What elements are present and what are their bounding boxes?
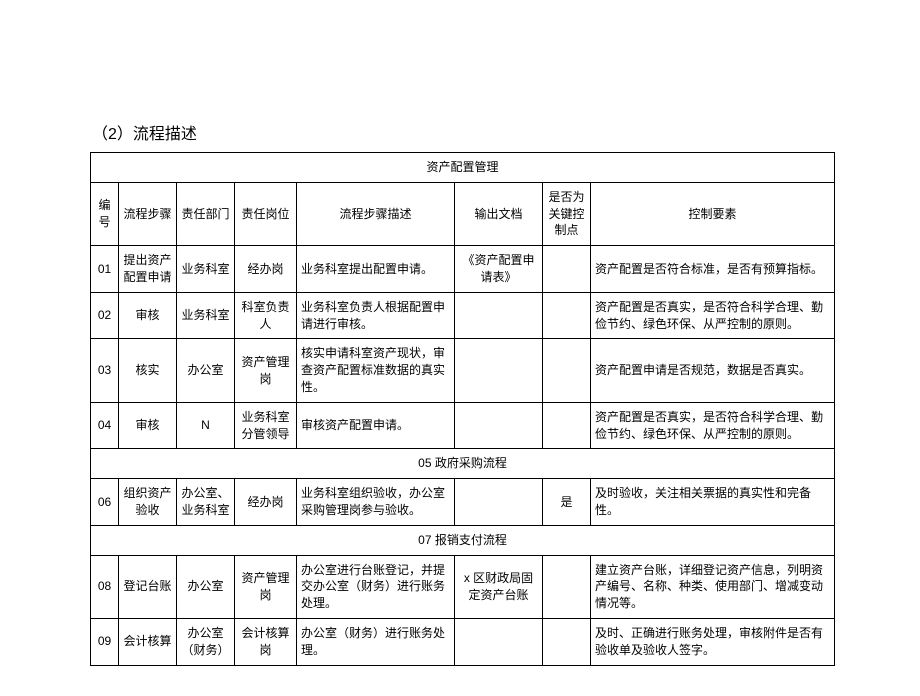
cell-step: 组织资产验收 [119,479,177,526]
cell-key [543,246,591,293]
cell-desc: 业务科室组织验收，办公室采购管理岗参与验收。 [297,479,455,526]
cell-key [543,292,591,339]
cell-output [455,479,543,526]
subheader-payment: 07 报销支付流程 [91,525,835,555]
cell-ctrl: 资产配置是否真实，是否符合科学合理、勤俭节约、绿色环保、从严控制的原则。 [591,292,835,339]
cell-role: 经办岗 [235,246,297,293]
table-row: 01 提出资产配置申请 业务科室 经办岗 业务科室提出配置申请。 《资产配置申请… [91,246,835,293]
table-row: 06 组织资产验收 办公室、业务科室 经办岗 业务科室组织验收，办公室采购管理岗… [91,479,835,526]
subheader-row: 07 报销支付流程 [91,525,835,555]
cell-output [455,402,543,449]
cell-output: x 区财政局固定资产台账 [455,555,543,618]
header-step: 流程步骤 [119,182,177,245]
subheader-purchase: 05 政府采购流程 [91,449,835,479]
header-dept: 责任部门 [177,182,235,245]
cell-ctrl: 资产配置是否真实，是否符合科学合理、勤俭节约、绿色环保、从严控制的原则。 [591,402,835,449]
cell-num: 06 [91,479,119,526]
cell-dept: 办公室 [177,555,235,618]
cell-dept: 办公室、业务科室 [177,479,235,526]
cell-desc: 核实申请科室资产现状，审查资产配置标准数据的真实性。 [297,339,455,402]
table-row: 08 登记台账 办公室 资产管理岗 办公室进行台账登记，并提交办公室（财务）进行… [91,555,835,618]
cell-step: 审核 [119,292,177,339]
cell-step: 核实 [119,339,177,402]
cell-step: 会计核算 [119,618,177,665]
cell-step: 登记台账 [119,555,177,618]
table-row: 03 核实 办公室 资产管理岗 核实申请科室资产现状，审查资产配置标准数据的真实… [91,339,835,402]
header-key: 是否为关键控制点 [543,182,591,245]
cell-role: 经办岗 [235,479,297,526]
cell-dept: 办公室（财务） [177,618,235,665]
header-role: 责任岗位 [235,182,297,245]
cell-ctrl: 资产配置申请是否规范，数据是否真实。 [591,339,835,402]
cell-output [455,618,543,665]
cell-dept: 办公室 [177,339,235,402]
table-title-row: 资产配置管理 [91,153,835,183]
cell-num: 04 [91,402,119,449]
cell-role: 会计核算岗 [235,618,297,665]
cell-num: 08 [91,555,119,618]
table-row: 04 审核 N 业务科室分管领导 审核资产配置申请。 资产配置是否真实，是否符合… [91,402,835,449]
cell-ctrl: 资产配置是否符合标准，是否有预算指标。 [591,246,835,293]
cell-ctrl: 建立资产台账，详细登记资产信息，列明资产编号、名称、种类、使用部门、增减变动情况… [591,555,835,618]
cell-step: 审核 [119,402,177,449]
header-num: 编号 [91,182,119,245]
cell-dept: 业务科室 [177,292,235,339]
cell-step: 提出资产配置申请 [119,246,177,293]
page-container: （2）流程描述 资产配置管理 编号 流程步骤 责任部门 责任岗位 流程步骤描述 … [0,0,920,696]
header-output: 输出文档 [455,182,543,245]
cell-desc: 办公室（财务）进行账务处理。 [297,618,455,665]
cell-role: 资产管理岗 [235,555,297,618]
cell-ctrl: 及时验收，关注相关票据的真实性和完备性。 [591,479,835,526]
cell-desc: 业务科室提出配置申请。 [297,246,455,293]
cell-desc: 审核资产配置申请。 [297,402,455,449]
cell-dept: 业务科室 [177,246,235,293]
table-title: 资产配置管理 [91,153,835,183]
cell-key [543,618,591,665]
cell-desc: 业务科室负责人根据配置申请进行审核。 [297,292,455,339]
cell-num: 02 [91,292,119,339]
cell-num: 09 [91,618,119,665]
table-row: 02 审核 业务科室 科室负责人 业务科室负责人根据配置申请进行审核。 资产配置… [91,292,835,339]
cell-output [455,339,543,402]
cell-num: 03 [91,339,119,402]
cell-ctrl: 及时、正确进行账务处理，审核附件是否有验收单及验收人签字。 [591,618,835,665]
process-table: 资产配置管理 编号 流程步骤 责任部门 责任岗位 流程步骤描述 输出文档 是否为… [90,152,835,666]
cell-role: 科室负责人 [235,292,297,339]
cell-output: 《资产配置申请表》 [455,246,543,293]
cell-dept: N [177,402,235,449]
subheader-row: 05 政府采购流程 [91,449,835,479]
section-title: （2）流程描述 [92,120,835,144]
cell-key [543,339,591,402]
table-header-row: 编号 流程步骤 责任部门 责任岗位 流程步骤描述 输出文档 是否为关键控制点 控… [91,182,835,245]
header-desc: 流程步骤描述 [297,182,455,245]
cell-output [455,292,543,339]
cell-role: 资产管理岗 [235,339,297,402]
header-ctrl: 控制要素 [591,182,835,245]
cell-num: 01 [91,246,119,293]
cell-desc: 办公室进行台账登记，并提交办公室（财务）进行账务处理。 [297,555,455,618]
cell-role: 业务科室分管领导 [235,402,297,449]
cell-key: 是 [543,479,591,526]
table-row: 09 会计核算 办公室（财务） 会计核算岗 办公室（财务）进行账务处理。 及时、… [91,618,835,665]
cell-key [543,402,591,449]
cell-key [543,555,591,618]
